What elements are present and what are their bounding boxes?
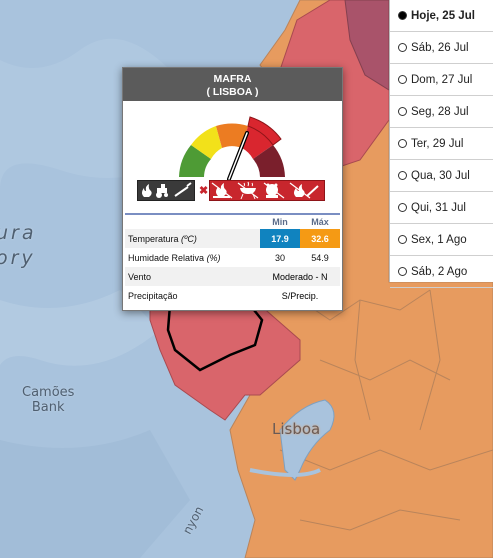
humidity-min-value: 30 [274, 252, 285, 263]
lighter-icon [174, 182, 192, 197]
table-row: Humidade Relativa (%) 30 54.9 [125, 248, 340, 267]
day-label: Dom, 27 Jul [411, 73, 473, 86]
precip-value: S/Precip. [281, 290, 319, 301]
activity-icons: ✖ [137, 180, 337, 202]
municipality-name: MAFRA [213, 73, 252, 85]
bank-label-line1: Camões [22, 385, 75, 400]
table-header-blank [125, 213, 260, 229]
temp-label-text: Temperatura [128, 233, 179, 244]
day-label: Qua, 30 Jul [411, 169, 470, 182]
radio-icon[interactable] [398, 235, 407, 244]
weather-table: Min Máx Temperatura (ºC) 17.9 32.6 Humid… [125, 213, 340, 305]
precip-label: Precipitação [128, 290, 178, 301]
day-label: Ter, 29 Jul [411, 137, 464, 150]
district-name: ( LISBOA ) [206, 86, 259, 98]
day-option[interactable]: Hoje, 25 Jul [390, 0, 493, 32]
forbidden-mark-icon: ✖ [199, 185, 209, 197]
day-option[interactable]: Seg, 28 Jul [390, 96, 493, 128]
temp-max-value: 32.6 [300, 229, 340, 248]
wind-label: Vento [125, 267, 260, 286]
humidity-unit: (%) [206, 252, 221, 263]
day-label: Sex, 1 Ago [411, 233, 467, 246]
forbidden-activities [209, 180, 325, 201]
humidity-label-text: Humidade Relativa [128, 252, 205, 263]
gauge-segment-1 [179, 145, 211, 177]
radio-icon[interactable] [398, 139, 407, 148]
radio-icon[interactable] [398, 171, 407, 180]
table-row: Precipitação S/Precip. [125, 286, 340, 305]
temp-unit: (ºC) [181, 233, 197, 244]
gauge-segment-3 [216, 123, 248, 148]
tractor-icon [156, 184, 168, 198]
humidity-max-value: 54.9 [311, 252, 329, 263]
radio-icon[interactable] [398, 203, 407, 212]
day-option[interactable]: Sex, 1 Ago [390, 224, 493, 256]
radio-icon[interactable] [398, 267, 407, 276]
day-option[interactable]: Qua, 30 Jul [390, 160, 493, 192]
city-label: Lisboa [272, 420, 321, 438]
day-label: Qui, 31 Jul [411, 201, 466, 214]
bank-label: Camões Bank [22, 385, 74, 415]
day-option[interactable]: Ter, 29 Jul [390, 128, 493, 160]
table-header-row: Min Máx [125, 213, 340, 229]
day-option[interactable]: Qui, 31 Jul [390, 192, 493, 224]
radio-icon[interactable] [398, 107, 407, 116]
humidity-label: Humidade Relativa (%) [125, 248, 260, 267]
day-label: Sáb, 26 Jul [411, 41, 469, 54]
municipality-popup: MAFRA ( LISBOA ) ✖ [122, 67, 343, 311]
tagus-estuary [279, 399, 335, 481]
radio-selected-icon[interactable] [398, 11, 407, 20]
gauge-segment-2 [191, 126, 222, 159]
day-label: Seg, 28 Jul [411, 105, 469, 118]
day-selector: Hoje, 25 Jul Sáb, 26 Jul Dom, 27 Jul Seg… [389, 0, 493, 288]
col-min-header: Min [260, 213, 300, 229]
gauge-segment-5 [253, 145, 285, 177]
temp-min-value: 17.9 [260, 229, 300, 248]
fire-icon [142, 184, 152, 197]
col-max-header: Máx [300, 213, 340, 229]
risk-gauge [179, 116, 285, 181]
day-option[interactable]: Sáb, 26 Jul [390, 32, 493, 64]
bank-label-line2: Bank [31, 400, 65, 415]
ocean-label-line1: ura [0, 222, 37, 244]
day-label: Hoje, 25 Jul [411, 9, 475, 22]
allowed-activities [137, 180, 195, 201]
radio-icon[interactable] [398, 43, 407, 52]
table-row: Vento Moderado - N [125, 267, 340, 286]
gauge-segment-4 [242, 126, 273, 159]
risk-gauge-area [123, 101, 342, 189]
ocean-label-line2: ory [0, 247, 36, 269]
day-option[interactable]: Dom, 27 Jul [390, 64, 493, 96]
temp-label: Temperatura (ºC) [125, 229, 260, 248]
region-dark-north [344, 0, 390, 91]
table-row: Temperatura (ºC) 17.9 32.6 [125, 229, 340, 248]
radio-icon[interactable] [398, 75, 407, 84]
day-option[interactable]: Sáb, 2 Ago [390, 256, 493, 288]
wind-value: Moderado - N [260, 267, 340, 286]
popup-header: MAFRA ( LISBOA ) [123, 68, 342, 101]
day-label: Sáb, 2 Ago [411, 265, 468, 278]
